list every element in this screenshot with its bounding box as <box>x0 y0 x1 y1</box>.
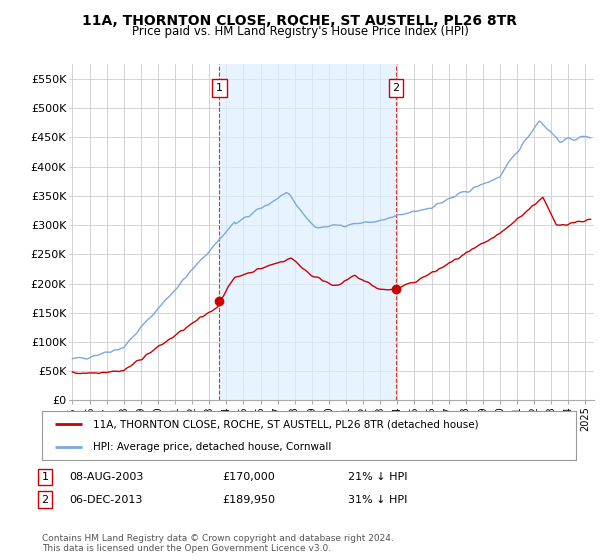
Text: HPI: Average price, detached house, Cornwall: HPI: Average price, detached house, Corn… <box>93 442 331 452</box>
Text: 08-AUG-2003: 08-AUG-2003 <box>69 472 143 482</box>
Text: 2: 2 <box>41 494 49 505</box>
Text: 06-DEC-2013: 06-DEC-2013 <box>69 494 142 505</box>
Text: £189,950: £189,950 <box>222 494 275 505</box>
Text: 11A, THORNTON CLOSE, ROCHE, ST AUSTELL, PL26 8TR (detached house): 11A, THORNTON CLOSE, ROCHE, ST AUSTELL, … <box>93 419 478 430</box>
Text: Contains HM Land Registry data © Crown copyright and database right 2024.
This d: Contains HM Land Registry data © Crown c… <box>42 534 394 553</box>
Text: 11A, THORNTON CLOSE, ROCHE, ST AUSTELL, PL26 8TR: 11A, THORNTON CLOSE, ROCHE, ST AUSTELL, … <box>83 14 517 28</box>
Text: 1: 1 <box>41 472 49 482</box>
Text: 31% ↓ HPI: 31% ↓ HPI <box>348 494 407 505</box>
Bar <box>220 64 396 400</box>
Text: £170,000: £170,000 <box>222 472 275 482</box>
Text: 21% ↓ HPI: 21% ↓ HPI <box>348 472 407 482</box>
Text: 2: 2 <box>392 83 400 93</box>
Text: 1: 1 <box>216 83 223 93</box>
Text: Price paid vs. HM Land Registry's House Price Index (HPI): Price paid vs. HM Land Registry's House … <box>131 25 469 38</box>
